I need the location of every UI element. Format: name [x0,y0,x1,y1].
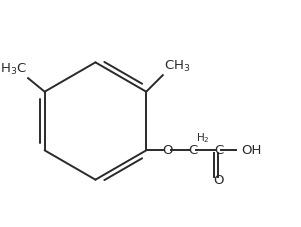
Text: O: O [162,144,172,157]
Text: C: C [188,144,197,157]
Text: H$_2$: H$_2$ [197,131,210,145]
Text: C: C [214,144,223,157]
Text: OH: OH [242,144,262,157]
Text: O: O [213,174,224,187]
Text: H$_3$C: H$_3$C [0,62,26,77]
Text: CH$_3$: CH$_3$ [164,59,191,74]
